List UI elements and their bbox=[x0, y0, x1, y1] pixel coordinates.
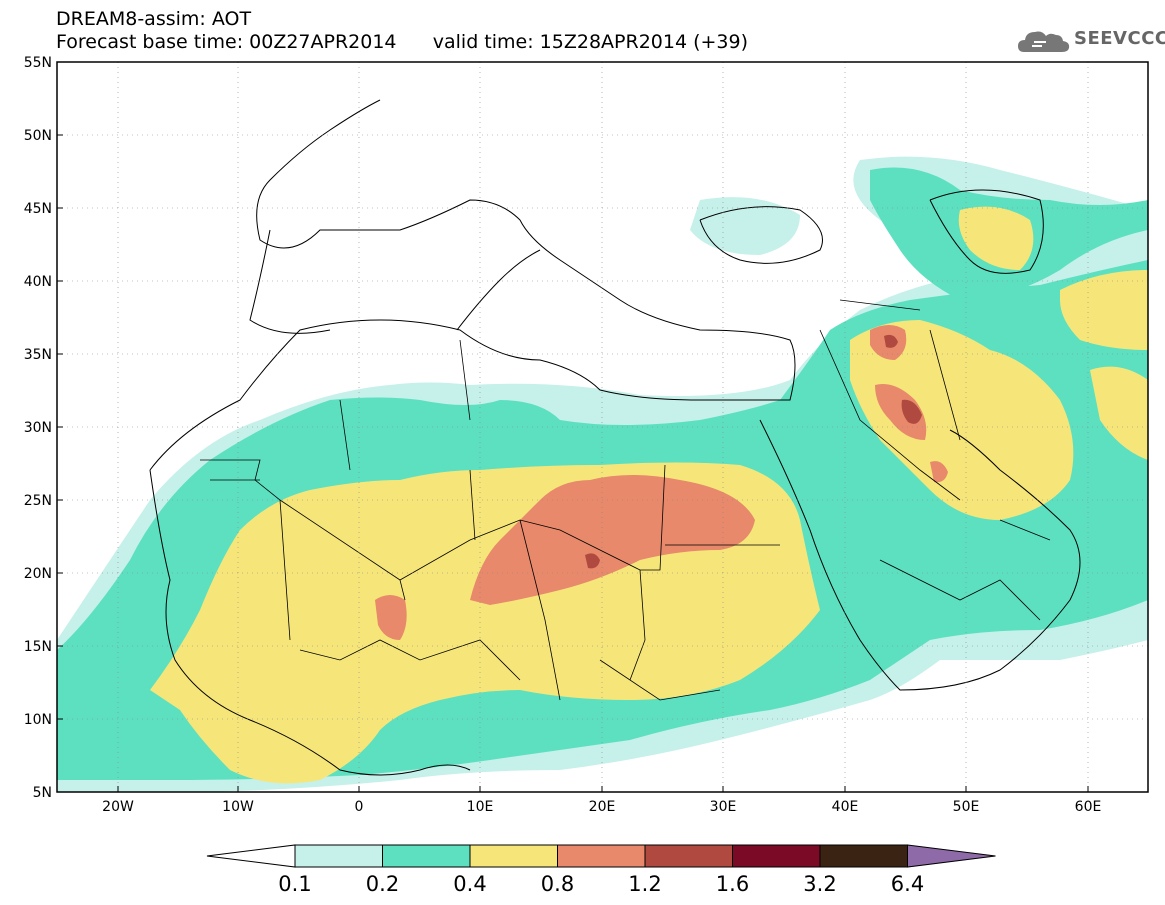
lat-label: 15N bbox=[24, 639, 52, 655]
colorbar-value: 6.4 bbox=[890, 872, 925, 896]
colorbar-value: 0.1 bbox=[278, 872, 312, 896]
colorbar-value: 0.2 bbox=[365, 872, 400, 896]
cloud-icon bbox=[1018, 31, 1070, 52]
colorbar-value: 1.2 bbox=[628, 872, 662, 896]
lat-label: 40N bbox=[24, 274, 52, 290]
colorbar-value: 3.2 bbox=[803, 872, 837, 896]
graticule bbox=[57, 62, 1148, 792]
map-title: DREAM8-assim: AOT bbox=[56, 8, 252, 30]
lat-label: 5N bbox=[33, 785, 52, 801]
logo-text: SEEVCCC bbox=[1074, 28, 1165, 49]
lat-label: 50N bbox=[24, 128, 52, 144]
longitude-labels: 20W 10W 0 10E 20E 30E 40E 50E 60E bbox=[102, 786, 1101, 815]
coastlines bbox=[149, 99, 1081, 776]
lat-label: 20N bbox=[24, 566, 52, 582]
lon-label: 10W bbox=[222, 799, 254, 815]
colorbar-cell bbox=[819, 844, 908, 868]
colorbar-arrow-low bbox=[206, 844, 296, 868]
colorbar-cell bbox=[644, 844, 733, 868]
lat-label: 55N bbox=[24, 55, 52, 71]
lon-label: 20E bbox=[589, 799, 616, 815]
lat-label: 10N bbox=[24, 712, 52, 728]
aot-field-0.8 bbox=[470, 475, 755, 605]
country-borders bbox=[200, 299, 1051, 701]
colorbar-value: 1.6 bbox=[715, 872, 750, 896]
colorbar-arrow-high bbox=[907, 844, 996, 868]
latitude-labels: 55N 50N 45N 40N 35N 30N 25N 20N 15N 10N 5N bbox=[24, 55, 63, 801]
colorbar-cell bbox=[469, 844, 558, 868]
lat-label: 25N bbox=[24, 493, 52, 509]
lat-label: 30N bbox=[24, 420, 52, 436]
colorbar-value: 0.4 bbox=[453, 872, 487, 896]
lon-label: 40E bbox=[832, 799, 859, 815]
colorbar-value: 0.8 bbox=[540, 872, 575, 896]
colorbar-cell bbox=[382, 844, 471, 868]
lon-label: 10E bbox=[467, 799, 494, 815]
lon-label: 50E bbox=[953, 799, 980, 815]
colorbar-cell bbox=[294, 844, 383, 868]
colorbar-cell bbox=[557, 844, 646, 868]
aot-contours bbox=[57, 156, 1148, 792]
lat-label: 35N bbox=[24, 347, 52, 363]
forecast-times: Forecast base time: 00Z27APR2014 valid t… bbox=[56, 31, 748, 53]
colorbar-cell bbox=[732, 844, 821, 868]
seevccc-logo: SEEVCCC bbox=[1016, 24, 1165, 58]
lon-label: 0 bbox=[355, 799, 364, 815]
valid-time-label: valid time: 15Z28APR2014 (+39) bbox=[432, 31, 749, 53]
lon-label: 30E bbox=[710, 799, 737, 815]
base-time-label: Forecast base time: 00Z27APR2014 bbox=[56, 31, 397, 53]
lon-label: 20W bbox=[102, 799, 134, 815]
lon-label: 60E bbox=[1075, 799, 1102, 815]
lat-label: 45N bbox=[24, 201, 52, 217]
